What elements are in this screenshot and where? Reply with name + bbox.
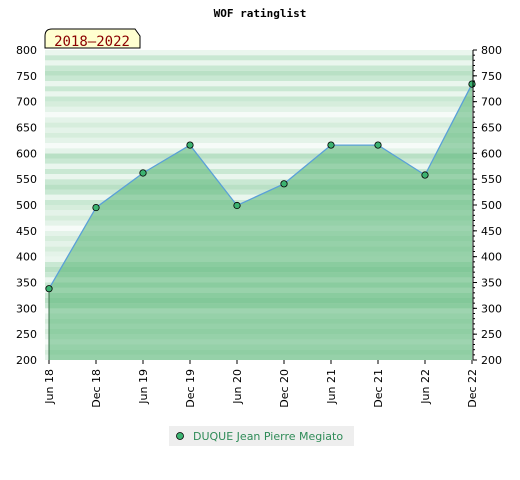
x-tick-label: Jun 21	[325, 369, 338, 405]
y-tick-label-right: 600	[481, 147, 502, 160]
background-band	[45, 117, 473, 123]
x-tick-label: Dec 19	[184, 369, 197, 408]
x-tick-label: Jun 18	[43, 369, 56, 405]
background-band	[45, 168, 473, 174]
x-tick-label: Jun 22	[419, 369, 432, 405]
background-band	[45, 148, 473, 154]
background-band	[45, 189, 473, 195]
background-band	[45, 50, 473, 56]
background-band	[45, 127, 473, 133]
y-tick-label-left: 400	[16, 251, 37, 264]
series-line	[48, 83, 473, 290]
y-tick-label-left: 300	[16, 302, 37, 315]
legend[interactable]: DUQUE Jean Pierre Megiato	[169, 426, 354, 446]
background-band	[45, 112, 473, 118]
background-band	[45, 122, 473, 128]
x-tick-label: Jun 20	[231, 369, 244, 405]
data-point-5	[280, 180, 288, 188]
y-tick-label-left: 350	[16, 277, 37, 290]
legend-box	[169, 426, 354, 446]
legend-label: DUQUE Jean Pierre Megiato	[193, 430, 343, 443]
x-tick-label: Dec 21	[372, 369, 385, 408]
y-tick-label-right: 800	[481, 44, 502, 57]
data-point-2	[139, 169, 147, 177]
background-band	[45, 106, 473, 112]
background-band	[45, 55, 473, 61]
background-band	[45, 143, 473, 149]
background-band	[45, 163, 473, 169]
background-band	[45, 137, 473, 143]
x-tick-label: Dec 18	[90, 369, 103, 408]
y-tick-label-left: 650	[16, 122, 37, 135]
y-tick-label-left: 750	[16, 70, 37, 83]
data-point-6	[327, 141, 335, 149]
background-band	[45, 65, 473, 71]
background-band	[45, 91, 473, 97]
y-tick-label-left: 600	[16, 147, 37, 160]
series-area	[49, 84, 472, 360]
y-tick-label-left: 800	[16, 44, 37, 57]
x-tick-label: Dec 22	[466, 369, 479, 408]
background-band	[45, 96, 473, 102]
background-band	[45, 153, 473, 159]
y-tick-label-right: 300	[481, 302, 502, 315]
series-markers	[45, 80, 476, 293]
legend-marker-icon	[176, 432, 184, 440]
data-point-4	[233, 201, 241, 210]
x-tick-label: Jun 19	[137, 369, 150, 405]
background-band	[45, 179, 473, 185]
data-point-7	[374, 141, 382, 149]
background-band	[45, 132, 473, 138]
x-axis: Jun 18 Dec 18 Jun 19 Dec 19 Jun 20 Dec 20 Jun …	[43, 360, 479, 408]
y-tick-label-right: 750	[481, 70, 502, 83]
y-tick-label-right: 650	[481, 122, 502, 135]
y-tick-label-left: 200	[16, 354, 37, 367]
background-band	[45, 70, 473, 76]
background-band	[45, 174, 473, 180]
y-axis-right: 200 250 300 350 400 450 500 550 600 650 700 750 800	[472, 44, 502, 367]
y-tick-label-left: 450	[16, 225, 37, 238]
background-band	[45, 81, 473, 87]
y-tick-label-right: 550	[481, 173, 502, 186]
data-point-0	[45, 285, 53, 293]
y-tick-label-right: 250	[481, 328, 502, 341]
data-point-8	[421, 171, 429, 179]
background-band	[45, 184, 473, 190]
y-tick-label-left: 500	[16, 199, 37, 212]
y-tick-label-right: 700	[481, 96, 502, 109]
y-tick-label-right: 200	[481, 354, 502, 367]
y-tick-label-left: 700	[16, 96, 37, 109]
data-point-1	[92, 203, 100, 212]
y-tick-label-right: 450	[481, 225, 502, 238]
y-tick-label-right: 400	[481, 251, 502, 264]
background-band	[45, 158, 473, 164]
background-band	[45, 101, 473, 107]
y-tick-label-right: 500	[481, 199, 502, 212]
period-badge-label: 2018–2022	[54, 34, 130, 50]
x-tick-label: Dec 20	[278, 369, 291, 408]
period-badge: 2018–2022	[44, 28, 141, 50]
background-band	[45, 75, 473, 81]
y-tick-label-right: 350	[481, 277, 502, 290]
period-badge-box	[44, 28, 141, 49]
chart-title: WOF ratinglist	[214, 7, 307, 20]
y-tick-label-left: 250	[16, 328, 37, 341]
data-point-3	[186, 141, 194, 149]
y-tick-label-left: 550	[16, 173, 37, 186]
background-band	[45, 86, 473, 92]
y-axis-left: 200 250 300 350 400 450 500 550 600 650 700 750 800	[16, 44, 37, 367]
background-band	[45, 60, 473, 66]
